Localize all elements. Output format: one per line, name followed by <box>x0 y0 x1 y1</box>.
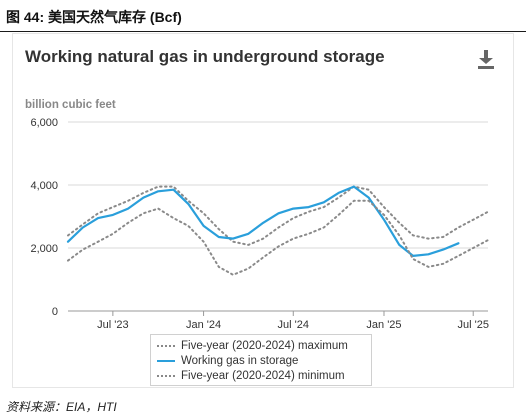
legend-swatch-maximum <box>157 344 175 347</box>
x-tick-label: Jul '23 <box>97 319 128 331</box>
chart-card: Working natural gas in underground stora… <box>12 33 514 388</box>
download-icon[interactable] <box>475 48 497 70</box>
series-line-2 <box>67 199 489 276</box>
x-tick-label: Jan '24 <box>186 319 221 331</box>
y-tick-label: 2,000 <box>30 243 58 255</box>
chart-plot: 0 2,000 4,000 6,000 Jul '23 Jan '24 Jul '24 Jan… <box>30 117 489 331</box>
legend-label-maximum: Five-year (2020-2024) maximum <box>181 339 348 352</box>
series-line-0 <box>67 185 489 246</box>
legend-swatch-working-gas <box>157 359 175 362</box>
figure-header: 图 44: 美国天然气库存 (Bcf) <box>0 0 526 32</box>
legend-label-minimum: Five-year (2020-2024) minimum <box>181 369 345 382</box>
y-tick-label: 0 <box>52 306 58 318</box>
y-tick-label: 6,000 <box>30 117 58 129</box>
legend-item-minimum[interactable]: Five-year (2020-2024) minimum <box>157 368 365 383</box>
source-note: 资料来源：EIA，HTI <box>6 400 117 414</box>
x-tick-label: Jul '25 <box>457 319 488 331</box>
legend-label-working-gas: Working gas in storage <box>181 354 299 367</box>
legend: Five-year (2020-2024) maximum Working ga… <box>150 334 372 386</box>
series-line-1 <box>66 185 460 257</box>
legend-item-working-gas[interactable]: Working gas in storage <box>157 353 365 368</box>
y-tick-label: 4,000 <box>30 180 58 192</box>
x-tick-label: Jan '25 <box>366 319 401 331</box>
legend-item-maximum[interactable]: Five-year (2020-2024) maximum <box>157 338 365 353</box>
y-axis-unit-label: billion cubic feet <box>25 99 116 111</box>
x-tick-label: Jul '24 <box>278 319 309 331</box>
chart-title: Working natural gas in underground stora… <box>25 47 385 66</box>
figure-label: 图 44: 美国天然气库存 (Bcf) <box>6 9 182 25</box>
legend-swatch-minimum <box>157 374 175 377</box>
